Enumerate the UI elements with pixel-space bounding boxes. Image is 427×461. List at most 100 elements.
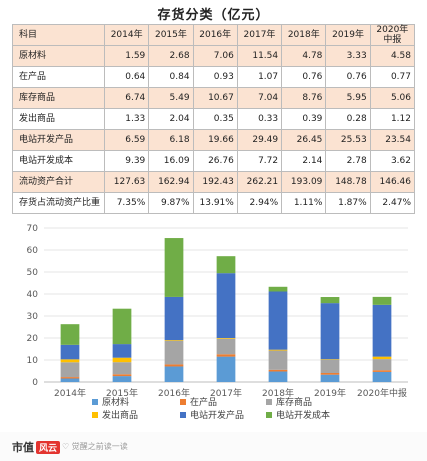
table-row: 流动资产合计 127.63 162.94 192.43 262.21 193.09 148.… (12, 171, 416, 193)
table-cell: 2.47% (369, 192, 416, 214)
row-label: 在产品 (12, 66, 105, 88)
y-tick-label: 30 (27, 312, 39, 322)
bar-segment (320, 359, 340, 374)
table-cell: 0.76 (281, 66, 327, 88)
table-header-row: 科目 2014年 2015年 2016年 2017年 2018年 2019年 2… (12, 24, 416, 46)
table-cell: 1.59 (103, 45, 150, 67)
table-cell: 7.04 (236, 87, 283, 109)
table-cell: 146.46 (369, 171, 416, 193)
bar-segment (268, 286, 288, 292)
table-cell: 5.06 (369, 87, 416, 109)
table-cell: 3.33 (325, 45, 371, 67)
row-label: 存货占流动资产比重 (12, 192, 105, 214)
table-cell: 8.76 (281, 87, 327, 109)
bar-segment (112, 308, 132, 345)
table-cell: 5.95 (325, 87, 371, 109)
table-cell: 25.53 (325, 129, 371, 151)
header-cell: 2020年中报 (369, 24, 416, 46)
x-tick-label: 2018年 (262, 387, 294, 399)
header-cell: 2014年 (103, 24, 150, 46)
legend-label: 电站开发产品 (190, 409, 244, 421)
legend-label: 库存商品 (276, 396, 312, 408)
x-tick-label: 2016年 (158, 387, 190, 399)
header-cell: 2016年 (192, 24, 238, 46)
table-row: 库存商品 6.74 5.49 10.67 7.04 8.76 5.95 5.06 (12, 87, 416, 109)
bar-segment (372, 371, 392, 382)
bar-segment (372, 296, 392, 305)
bar-segment (268, 291, 288, 350)
legend-swatch (92, 399, 98, 405)
bar-segment (164, 340, 184, 341)
bar-segment (164, 364, 184, 367)
legend-swatch (180, 399, 186, 405)
inventory-table: 科目 2014年 2015年 2016年 2017年 2018年 2019年 2… (12, 24, 416, 214)
header-cell: 2015年 (148, 24, 194, 46)
x-tick-label: 2015年 (106, 387, 138, 399)
bar-segment (112, 376, 132, 382)
y-tick-label: 70 (27, 224, 39, 234)
footer-caption: ♡ 觉醒之前读一读 (62, 442, 128, 451)
logo-text: 市值 (12, 441, 34, 454)
y-tick-label: 40 (27, 290, 39, 300)
table-cell: 9.39 (103, 150, 150, 172)
bar-segment (60, 362, 80, 378)
table-cell: 0.84 (148, 66, 194, 88)
header-cell: 2018年 (281, 24, 327, 46)
table-cell: 29.49 (236, 129, 283, 151)
y-tick-label: 20 (27, 334, 39, 344)
x-tick-label: 2020年中报 (357, 387, 407, 399)
table-cell: 11.54 (236, 45, 283, 67)
legend-label: 电站开发成本 (276, 409, 330, 421)
bar-segment (112, 362, 132, 375)
x-tick-label: 2019年 (314, 387, 346, 399)
table-cell: 5.49 (148, 87, 194, 109)
row-label: 流动资产合计 (12, 171, 105, 193)
bar-segment (60, 344, 80, 360)
header-cell: 科目 (12, 24, 105, 46)
table-cell: 148.78 (325, 171, 371, 193)
table-cell: 6.18 (148, 129, 194, 151)
legend-label: 发出商品 (102, 409, 138, 421)
bar-segment (216, 256, 236, 274)
bar-segment (164, 238, 184, 297)
table-cell: 1.07 (236, 66, 283, 88)
table-cell: 6.74 (103, 87, 150, 109)
table-cell: 0.35 (192, 108, 238, 130)
legend-swatch (266, 399, 272, 405)
legend-swatch (266, 412, 272, 418)
bar-segment (268, 350, 288, 370)
table-cell: 13.91% (192, 192, 238, 214)
bar-segment (372, 304, 392, 357)
row-label: 发出商品 (12, 108, 105, 130)
table-cell: 2.78 (325, 150, 371, 172)
header-cell: 2017年 (236, 24, 283, 46)
table-cell: 23.54 (369, 129, 416, 151)
table-cell: 1.11% (281, 192, 327, 214)
table-cell: 0.93 (192, 66, 238, 88)
bar-segment (112, 357, 132, 363)
table-cell: 7.35% (103, 192, 150, 214)
bar-segment (372, 359, 392, 371)
table-row: 发出商品 1.33 2.04 0.35 0.33 0.39 0.28 1.12 (12, 108, 416, 130)
bar-segment (216, 338, 236, 355)
bar-segment (164, 366, 184, 382)
bar-segment (268, 349, 288, 351)
bar-segment (60, 324, 80, 345)
x-tick-label: 2017年 (210, 387, 242, 399)
bar-segment (164, 296, 184, 341)
table-cell: 26.45 (281, 129, 327, 151)
table-cell: 192.43 (192, 171, 238, 193)
stacked-bar-chart: 0 10 20 30 40 50 60 70 2014年 2015年 2016年 2017年 2018年… (27, 224, 408, 421)
brand-logo: 市值 风云 (12, 439, 61, 455)
bar-segment (268, 371, 288, 382)
table-cell: 1.33 (103, 108, 150, 130)
table-cell: 2.94% (236, 192, 283, 214)
table-cell: 26.76 (192, 150, 238, 172)
bar-segment (60, 359, 80, 363)
bar-segment (320, 303, 340, 360)
table-cell: 162.94 (148, 171, 194, 193)
table-cell: 1.87% (325, 192, 371, 214)
bar-segment (216, 273, 236, 339)
table-cell: 193.09 (281, 171, 327, 193)
table-row: 存货占流动资产比重 7.35% 9.87% 13.91% 2.94% 1.11% 1.87%… (12, 192, 416, 214)
